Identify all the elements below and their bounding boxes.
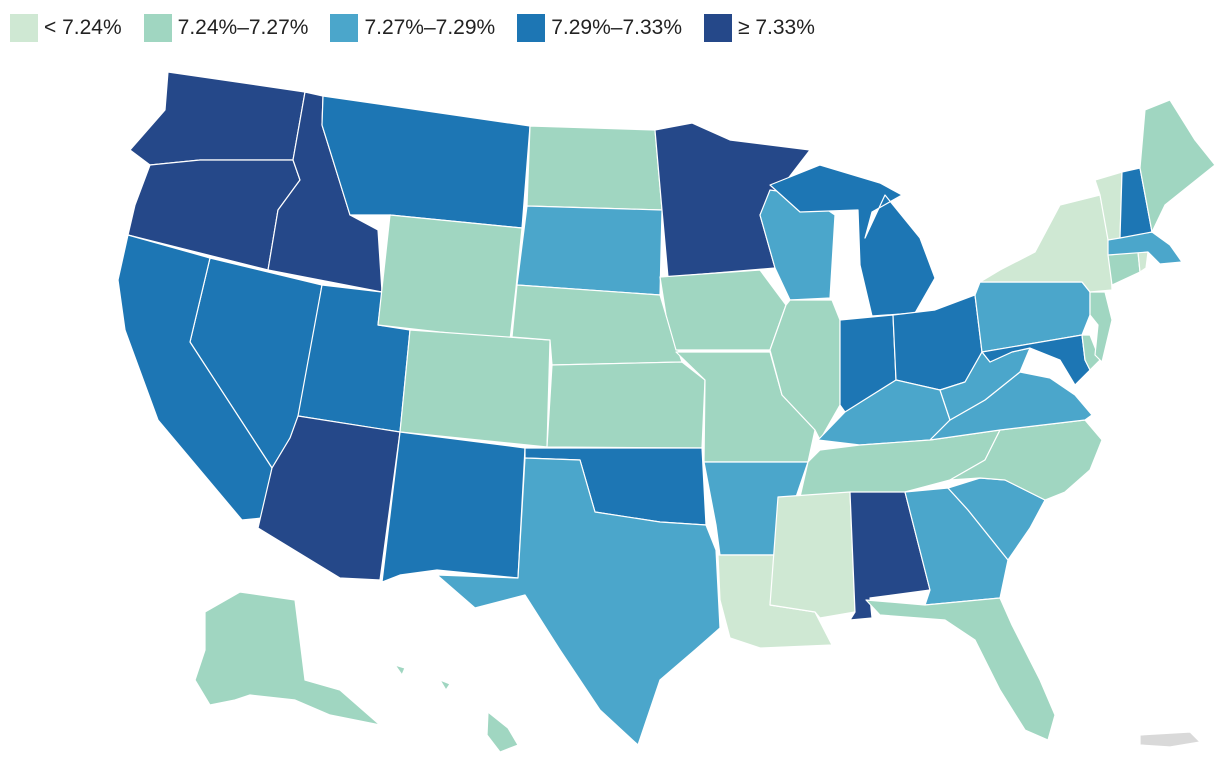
state-nj[interactable] [1089, 291, 1113, 363]
state-ks[interactable] [546, 361, 706, 449]
state-ct[interactable] [1107, 251, 1141, 286]
legend: < 7.24% 7.24%–7.27% 7.27%–7.29% 7.29%–7.… [10, 14, 837, 42]
state-ca[interactable] [117, 234, 273, 521]
state-mi[interactable] [769, 164, 936, 317]
legend-swatch [330, 14, 359, 42]
legend-label: 7.29%–7.33% [551, 16, 682, 39]
legend-item-bin-2: 7.27%–7.29% [330, 14, 495, 42]
state-mt[interactable] [321, 95, 531, 229]
state-ri[interactable] [1137, 251, 1149, 273]
state-wa[interactable] [129, 71, 306, 166]
state-ms[interactable] [769, 491, 856, 619]
state-wy[interactable] [377, 214, 523, 341]
legend-label: < 7.24% [44, 16, 122, 39]
legend-swatch [143, 14, 172, 42]
legend-item-bin-3: 7.29%–7.33% [517, 14, 682, 42]
state-vt[interactable] [1094, 171, 1123, 241]
legend-label: 7.24%–7.27% [177, 16, 309, 39]
state-ma[interactable] [1107, 231, 1183, 265]
legend-label: ≥ 7.33% [738, 16, 815, 39]
state-nd[interactable] [526, 125, 663, 211]
state-nc[interactable] [949, 419, 1103, 501]
state-fl[interactable] [865, 597, 1056, 741]
state-de[interactable] [1081, 334, 1101, 371]
state-me[interactable] [1139, 99, 1216, 233]
legend-swatch [704, 14, 732, 42]
legend-item-bin-4: ≥ 7.33% [704, 14, 815, 42]
territory-pr[interactable] [1139, 731, 1201, 748]
legend-swatch [517, 14, 546, 42]
state-ak[interactable] [194, 591, 381, 726]
legend-item-bin-0: < 7.24% [10, 14, 122, 42]
state-ia[interactable] [659, 269, 787, 351]
state-tx[interactable] [436, 457, 721, 746]
state-co[interactable] [399, 329, 551, 448]
state-hi[interactable] [394, 664, 519, 753]
state-sd[interactable] [516, 205, 663, 296]
legend-swatch [10, 14, 38, 42]
state-nm[interactable] [381, 431, 526, 583]
legend-item-bin-1: 7.24%–7.27% [143, 14, 309, 42]
state-ny[interactable] [979, 194, 1113, 293]
state-il[interactable] [769, 299, 841, 441]
legend-label: 7.27%–7.29% [364, 16, 496, 39]
